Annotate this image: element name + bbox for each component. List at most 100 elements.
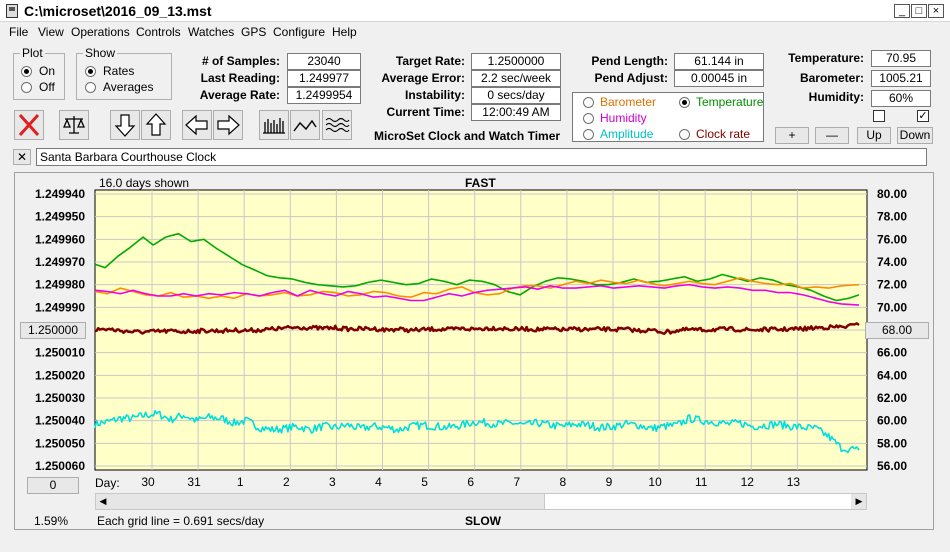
plot-group-label: Plot [20,46,45,60]
menu-controls[interactable]: Controls [136,25,181,39]
scroll-right-arrow-icon[interactable]: ▶ [852,494,866,509]
left-tick-label: 1.249970 [35,255,85,269]
average-error-value: 2.2 sec/week [471,70,561,87]
close-button[interactable]: × [928,4,944,18]
percent-readout: 1.59% [34,514,69,528]
clear-clock-button[interactable]: ✕ [13,149,31,165]
scroll-origin-button[interactable]: 0 [27,477,79,494]
menu-gps[interactable]: GPS [241,25,267,39]
plot-on-label[interactable]: On [39,64,56,78]
x-tick-label: 12 [741,475,755,489]
pend-adjust-value: 0.00045 in [674,70,764,87]
menu-view[interactable]: View [38,25,64,39]
fast-label: FAST [465,176,496,190]
stop-button[interactable] [14,110,44,140]
menu-help[interactable]: Help [332,25,357,39]
arrow-up-icon [145,113,167,136]
average-rate-value: 1.2499954 [287,87,361,104]
humidity-label: Humidity: [808,90,864,104]
plot-off-radio[interactable] [21,82,32,93]
current-time-label: Current Time: [386,105,465,119]
barometer-radio[interactable] [583,97,594,108]
menu-operations[interactable]: Operations [71,25,130,39]
right-tick-label: 76.00 [877,232,907,246]
minus-button[interactable]: — [815,127,849,144]
pend-length-value: 61.144 in [674,53,764,70]
arrow-right-button[interactable] [213,110,243,140]
bar-view-button[interactable] [259,110,289,140]
horizontal-scrollbar[interactable]: ◀ ▶ [95,493,867,510]
wave-view-button[interactable] [322,110,352,140]
show-group [76,53,172,100]
show-rates-label[interactable]: Rates [103,64,135,78]
chart-frame: 1.249940 80.00 1.249950 78.00 1.249960 76.00 1… [14,172,934,530]
right-tick-label: 58.00 [877,436,907,450]
show-averages-radio[interactable] [85,82,96,93]
plot-on-radio[interactable] [21,66,32,77]
temperature-label: Temperature: [788,51,864,65]
target-rate-label: Target Rate: [395,54,465,68]
x-tick-label: 9 [606,475,613,489]
temperature-option[interactable]: Temperature [696,95,764,109]
barometer-option[interactable]: Barometer [600,95,657,109]
barometer-value: 1005.21 [871,70,931,87]
bar-chart-icon [263,118,285,134]
left-axis-center-button[interactable]: 1.250000 [20,322,86,339]
minimize-button[interactable]: _ [894,4,910,18]
days-shown-label: 16.0 days shown [99,176,190,190]
menu-file[interactable]: File [9,25,29,39]
target-rate-value: 1.2500000 [471,53,561,70]
show-averages-label[interactable]: Averages [103,80,154,94]
right-tick-label: 56.00 [877,459,907,473]
down-button[interactable]: Down [897,127,933,144]
menu-configure[interactable]: Configure [273,25,326,39]
arrow-left-button[interactable] [182,110,212,140]
left-tick-label: 1.250020 [35,368,85,382]
right-tick-label: 70.00 [877,300,907,314]
x-tick-label: 31 [187,475,201,489]
x-tick-label: 30 [141,475,155,489]
humidity-value: 60% [871,90,931,107]
left-tick-label: 1.250060 [35,459,85,473]
option-checkbox-1[interactable] [873,110,885,122]
amplitude-radio[interactable] [583,129,594,140]
current-time-value: 12:00:49 AM [471,104,561,121]
amplitude-option[interactable]: Amplitude [600,127,654,141]
humidity-option[interactable]: Humidity [600,111,647,125]
arrow-up-button[interactable] [141,110,171,140]
right-tick-label: 80.00 [877,187,907,201]
menu-watches[interactable]: Watches [188,25,235,39]
humidity-series-line [94,283,860,306]
slow-label: SLOW [465,514,501,528]
clock-rate-radio[interactable] [679,129,690,140]
x-tick-label: 7 [513,475,520,489]
right-axis-center-button[interactable]: 68.00 [865,322,929,339]
right-tick-label: 66.00 [877,346,907,360]
wave-icon [325,117,350,133]
line-view-button[interactable] [290,110,320,140]
balance-button[interactable] [59,110,89,140]
grid-note: Each grid line = 0.691 secs/day [97,514,265,528]
red-x-icon [18,113,40,137]
show-rates-radio[interactable] [85,66,96,77]
line-chart-icon [293,119,317,132]
clock-rate-option[interactable]: Clock rate [696,127,751,141]
arrow-down-button[interactable] [110,110,140,140]
sensor-select-box: Barometer Temperature Humidity Amplitude… [572,92,764,142]
samples-value: 23040 [287,53,361,70]
humidity-radio[interactable] [583,113,594,124]
option-checkbox-2[interactable]: ✓ [917,110,929,122]
clock-name-input[interactable] [36,148,927,166]
plus-button[interactable]: + [775,127,809,144]
instability-value: 0 secs/day [471,87,561,104]
rate-series-line [94,322,860,335]
pend-length-label: Pend Length: [591,54,668,68]
maximize-button[interactable]: □ [911,4,927,18]
left-tick-label: 1.249960 [35,232,85,246]
scroll-left-arrow-icon[interactable]: ◀ [99,496,107,506]
temperature-radio[interactable] [679,97,690,108]
up-button[interactable]: Up [857,127,891,144]
plot-off-label[interactable]: Off [39,80,55,94]
left-tick-label: 1.249950 [35,210,85,224]
scrollbar-thumb[interactable] [544,494,851,509]
